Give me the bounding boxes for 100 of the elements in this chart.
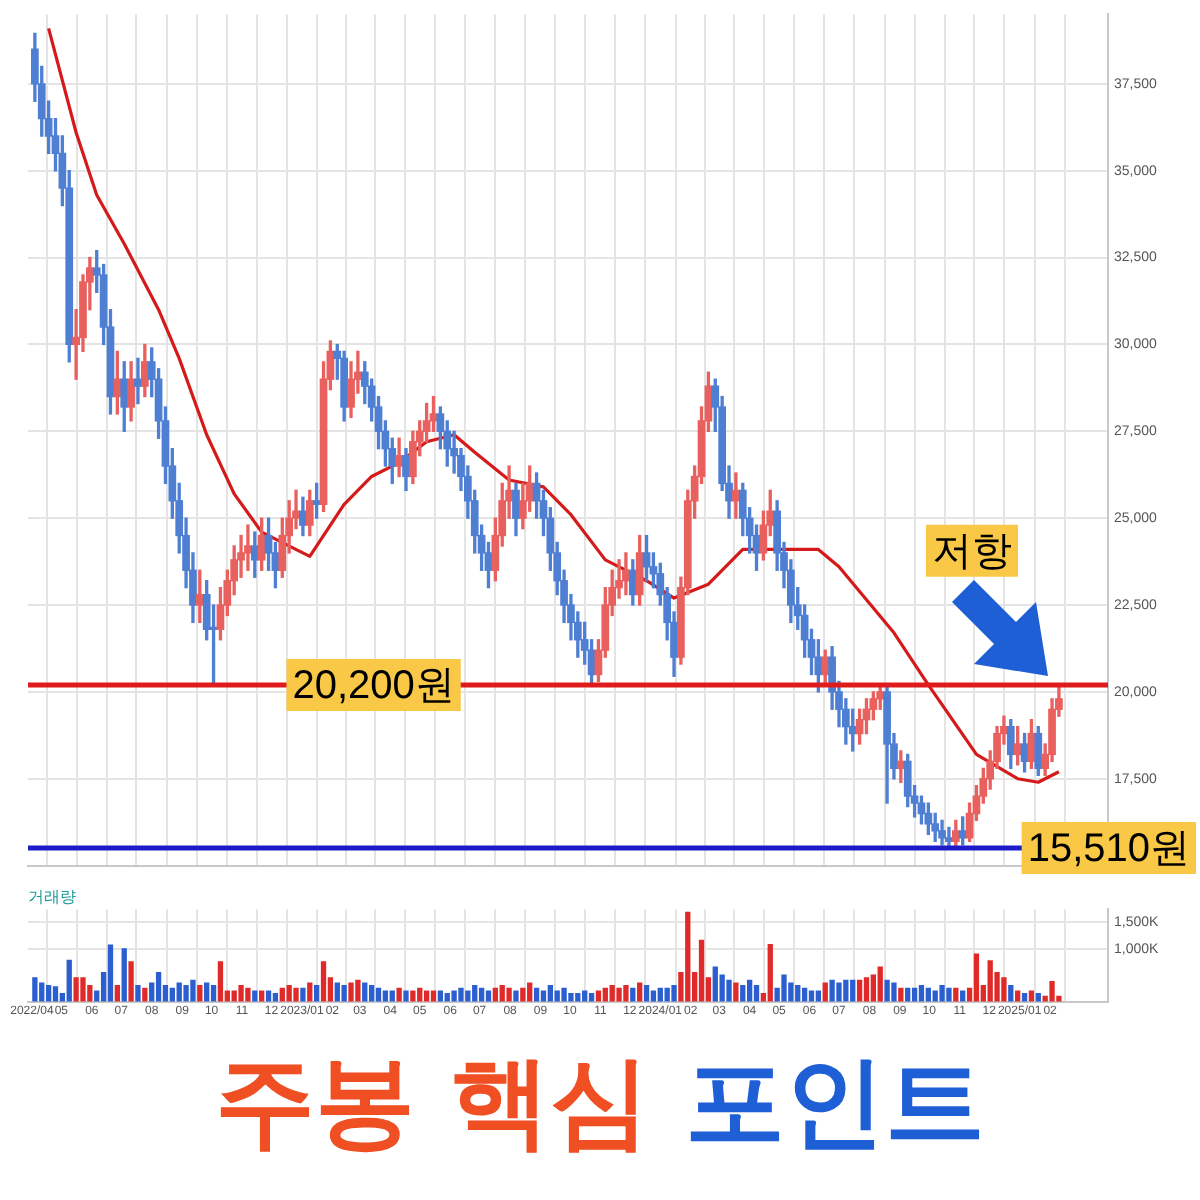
bar [671, 985, 677, 1002]
bar [45, 985, 52, 1002]
bar [1001, 977, 1007, 1002]
bar [795, 985, 801, 1002]
bar [685, 911, 691, 1002]
ref-line-label: 15,510원 [1027, 826, 1190, 871]
bar [362, 982, 368, 1002]
bar [650, 990, 657, 1002]
bar [204, 982, 210, 1002]
bar [719, 974, 725, 1002]
bar [499, 985, 505, 1002]
bar [540, 990, 547, 1002]
bar [1015, 990, 1021, 1002]
bar [1049, 980, 1055, 1002]
bar [891, 982, 897, 1002]
bar [884, 979, 890, 1002]
chart-title: 거래량 [28, 888, 76, 907]
bar [815, 990, 822, 1002]
bar [183, 985, 189, 1002]
bar [389, 990, 395, 1002]
bar [155, 971, 162, 1002]
bar [451, 990, 457, 1002]
bar [1028, 990, 1035, 1002]
annotation: 저항 [932, 529, 1012, 574]
bar [472, 985, 478, 1002]
bar [396, 987, 402, 1002]
bar [238, 985, 244, 1002]
bar [698, 939, 705, 1002]
bar [870, 974, 877, 1002]
bar [135, 985, 141, 1002]
bar [197, 985, 203, 1002]
bar [286, 985, 292, 1002]
bar [623, 985, 629, 1002]
bar [863, 977, 870, 1002]
bar [568, 993, 574, 1002]
bar [231, 990, 237, 1002]
bar [423, 990, 430, 1002]
bar [293, 987, 299, 1002]
bar [314, 985, 320, 1002]
bar [960, 990, 966, 1002]
bar [637, 982, 643, 1002]
bar [190, 979, 196, 1002]
bar [245, 987, 251, 1002]
bar [1008, 985, 1014, 1002]
bar [561, 987, 567, 1002]
bar [334, 982, 340, 1002]
bar [554, 990, 560, 1002]
text: 주봉 핵심 포인트 [215, 1044, 985, 1160]
bar [836, 982, 842, 1002]
bar [217, 961, 224, 1002]
bar [850, 979, 856, 1002]
bar [808, 990, 815, 1002]
bar [73, 977, 79, 1002]
bar [726, 979, 732, 1002]
bar [829, 979, 835, 1002]
bar [856, 979, 863, 1002]
bar [307, 982, 313, 1002]
bar [259, 990, 265, 1002]
bar [80, 977, 86, 1002]
bar [107, 944, 114, 1002]
candlestick [244, 524, 252, 571]
bar [176, 982, 182, 1002]
bar [753, 985, 760, 1002]
bar [595, 990, 602, 1002]
bar [320, 961, 327, 1002]
bar [341, 985, 347, 1002]
bar [987, 960, 993, 1002]
bar [643, 985, 650, 1002]
bar [973, 953, 980, 1002]
bar [527, 982, 533, 1002]
bar [382, 990, 389, 1002]
bar [458, 987, 464, 1002]
bar [946, 987, 952, 1002]
bar [843, 979, 849, 1002]
bar [733, 982, 739, 1002]
bar [767, 943, 773, 1002]
ref-line-label: 20,200원 [292, 663, 455, 708]
bar [265, 990, 272, 1002]
bar [822, 982, 828, 1002]
bar [410, 990, 416, 1002]
bar [52, 986, 59, 1002]
bar [740, 985, 746, 1002]
bar [403, 990, 409, 1002]
bar [368, 985, 375, 1002]
bar [939, 985, 945, 1002]
bar [712, 966, 718, 1002]
bar [121, 948, 127, 1002]
bar [348, 982, 354, 1002]
bar [485, 990, 492, 1002]
bar [128, 961, 134, 1002]
bar [918, 985, 925, 1002]
bar [788, 982, 794, 1002]
bar [252, 990, 258, 1002]
bar [39, 982, 45, 1002]
bar [430, 990, 437, 1002]
bar [87, 985, 93, 1002]
bar [114, 985, 121, 1002]
bar [437, 990, 444, 1002]
bar [609, 985, 615, 1002]
bar [513, 990, 519, 1002]
